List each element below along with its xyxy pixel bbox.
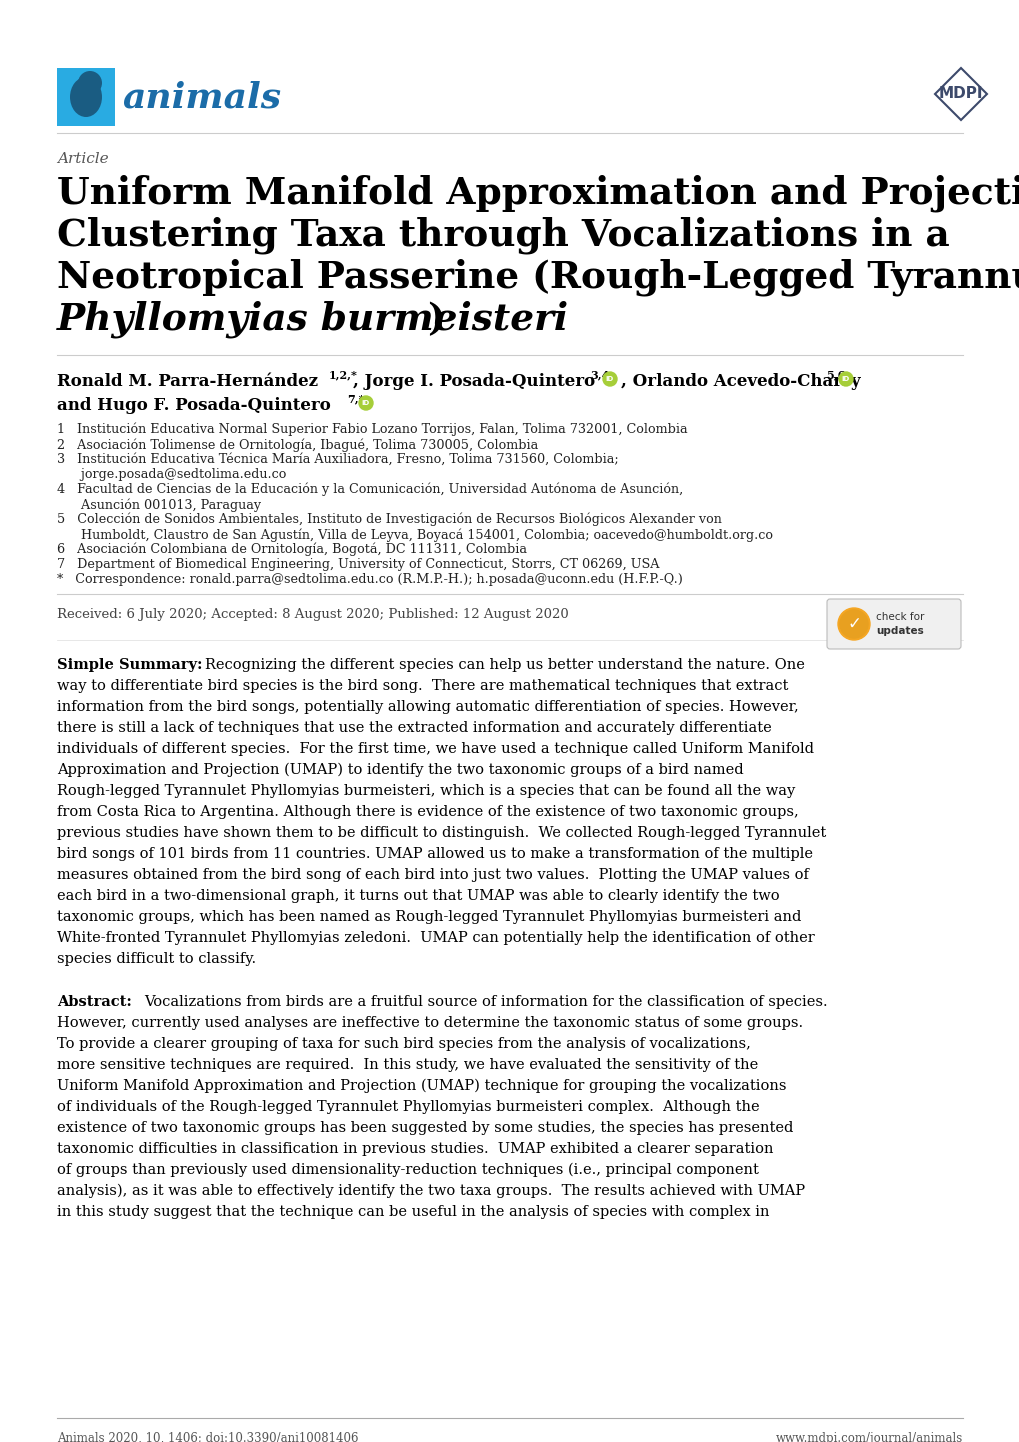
Text: previous studies have shown them to be difficult to distinguish.  We collected R: previous studies have shown them to be d… xyxy=(57,826,825,841)
Text: ): ) xyxy=(427,301,444,337)
Text: Vocalizations from birds are a fruitful source of information for the classifica: Vocalizations from birds are a fruitful … xyxy=(144,995,826,1009)
Text: measures obtained from the bird song of each bird into just two values.  Plottin: measures obtained from the bird song of … xyxy=(57,868,808,883)
Text: However, currently used analyses are ineffective to determine the taxonomic stat: However, currently used analyses are ine… xyxy=(57,1017,802,1030)
Text: Approximation and Projection (UMAP) to identify the two taxonomic groups of a bi: Approximation and Projection (UMAP) to i… xyxy=(57,763,743,777)
Text: 5,6: 5,6 xyxy=(825,369,845,381)
Text: of groups than previously used dimensionality-reduction techniques (i.e., princi: of groups than previously used dimension… xyxy=(57,1164,758,1177)
Text: animals: animals xyxy=(123,79,282,114)
Circle shape xyxy=(838,609,869,640)
Text: 3,4: 3,4 xyxy=(589,369,608,381)
Text: www.mdpi.com/journal/animals: www.mdpi.com/journal/animals xyxy=(775,1432,962,1442)
Ellipse shape xyxy=(70,76,102,117)
Text: 3   Institución Educativa Técnica María Auxiliadora, Fresno, Tolima 731560, Colo: 3 Institución Educativa Técnica María Au… xyxy=(57,453,618,466)
Text: 4   Facultad de Ciencias de la Educación y la Comunicación, Universidad Autónoma: 4 Facultad de Ciencias de la Educación y… xyxy=(57,483,683,496)
Text: existence of two taxonomic groups has been suggested by some studies, the specie: existence of two taxonomic groups has be… xyxy=(57,1120,793,1135)
Text: Neotropical Passerine (Rough-Legged Tyrannulet,: Neotropical Passerine (Rough-Legged Tyra… xyxy=(57,260,1019,297)
Text: Uniform Manifold Approximation and Projection for: Uniform Manifold Approximation and Proje… xyxy=(57,174,1019,212)
Text: 1,2,*: 1,2,* xyxy=(329,369,358,381)
Text: 5   Colección de Sonidos Ambientales, Instituto de Investigación de Recursos Bio: 5 Colección de Sonidos Ambientales, Inst… xyxy=(57,513,721,526)
Text: Article: Article xyxy=(57,151,108,166)
FancyBboxPatch shape xyxy=(826,598,960,649)
Text: more sensitive techniques are required.  In this study, we have evaluated the se: more sensitive techniques are required. … xyxy=(57,1058,757,1071)
Text: Clustering Taxa through Vocalizations in a: Clustering Taxa through Vocalizations in… xyxy=(57,216,949,254)
Text: 7,*: 7,* xyxy=(346,394,364,404)
Text: Phyllomyias burmeisteri: Phyllomyias burmeisteri xyxy=(57,301,569,339)
Text: , Orlando Acevedo-Charry: , Orlando Acevedo-Charry xyxy=(621,373,865,389)
Text: each bird in a two-dimensional graph, it turns out that UMAP was able to clearly: each bird in a two-dimensional graph, it… xyxy=(57,890,779,903)
Text: from Costa Rica to Argentina. Although there is evidence of the existence of two: from Costa Rica to Argentina. Although t… xyxy=(57,805,798,819)
Text: Abstract:: Abstract: xyxy=(57,995,131,1009)
Text: White-fronted Tyrannulet Phyllomyias zeledoni.  UMAP can potentially help the id: White-fronted Tyrannulet Phyllomyias zel… xyxy=(57,932,814,945)
Circle shape xyxy=(840,610,867,637)
Text: taxonomic groups, which has been named as Rough-legged Tyrannulet Phyllomyias bu: taxonomic groups, which has been named a… xyxy=(57,910,801,924)
Text: analysis), as it was able to effectively identify the two taxa groups.  The resu: analysis), as it was able to effectively… xyxy=(57,1184,804,1198)
Text: information from the bird songs, potentially allowing automatic differentiation : information from the bird songs, potenti… xyxy=(57,699,798,714)
Text: 1   Institución Educativa Normal Superior Fabio Lozano Torrijos, Falan, Tolima 7: 1 Institución Educativa Normal Superior … xyxy=(57,423,687,437)
Text: iD: iD xyxy=(362,399,370,407)
Text: 6   Asociación Colombiana de Ornitología, Bogotá, DC 111311, Colombia: 6 Asociación Colombiana de Ornitología, … xyxy=(57,544,527,557)
Circle shape xyxy=(359,397,373,410)
Text: Animals 2020, 10, 1406; doi:10.3390/ani10081406: Animals 2020, 10, 1406; doi:10.3390/ani1… xyxy=(57,1432,358,1442)
Text: Simple Summary:: Simple Summary: xyxy=(57,658,203,672)
Text: there is still a lack of techniques that use the extracted information and accur: there is still a lack of techniques that… xyxy=(57,721,771,735)
Circle shape xyxy=(839,372,852,386)
Text: individuals of different species.  For the first time, we have used a technique : individuals of different species. For th… xyxy=(57,743,813,756)
Text: way to differentiate bird species is the bird song.  There are mathematical tech: way to differentiate bird species is the… xyxy=(57,679,788,694)
Text: Humboldt, Claustro de San Agustín, Villa de Leyva, Boyacá 154001, Colombia; oace: Humboldt, Claustro de San Agustín, Villa… xyxy=(57,528,772,542)
FancyBboxPatch shape xyxy=(57,68,115,125)
Text: Uniform Manifold Approximation and Projection (UMAP) technique for grouping the : Uniform Manifold Approximation and Proje… xyxy=(57,1079,786,1093)
Text: and Hugo F. Posada-Quintero: and Hugo F. Posada-Quintero xyxy=(57,397,336,414)
Text: Received: 6 July 2020; Accepted: 8 August 2020; Published: 12 August 2020: Received: 6 July 2020; Accepted: 8 Augus… xyxy=(57,609,569,622)
Text: Asunción 001013, Paraguay: Asunción 001013, Paraguay xyxy=(57,497,261,512)
Text: Recognizing the different species can help us better understand the nature. One: Recognizing the different species can he… xyxy=(205,658,804,672)
Text: in this study suggest that the technique can be useful in the analysis of specie: in this study suggest that the technique… xyxy=(57,1206,768,1218)
Text: ✓: ✓ xyxy=(846,614,860,633)
Text: , Jorge I. Posada-Quintero: , Jorge I. Posada-Quintero xyxy=(353,373,600,389)
Text: iD: iD xyxy=(841,376,849,382)
Text: *   Correspondence: ronald.parra@sedtolima.edu.co (R.M.P.-H.); h.posada@uconn.ed: * Correspondence: ronald.parra@sedtolima… xyxy=(57,572,682,585)
Text: MDPI: MDPI xyxy=(937,87,982,101)
Text: bird songs of 101 birds from 11 countries. UMAP allowed us to make a transformat: bird songs of 101 birds from 11 countrie… xyxy=(57,846,812,861)
Text: of individuals of the Rough-legged Tyrannulet Phyllomyias burmeisteri complex.  : of individuals of the Rough-legged Tyran… xyxy=(57,1100,759,1115)
Text: taxonomic difficulties in classification in previous studies.  UMAP exhibited a : taxonomic difficulties in classification… xyxy=(57,1142,772,1156)
Text: updates: updates xyxy=(875,626,923,636)
Text: jorge.posada@sedtolima.edu.co: jorge.posada@sedtolima.edu.co xyxy=(57,469,286,482)
Text: 7   Department of Biomedical Engineering, University of Connecticut, Storrs, CT : 7 Department of Biomedical Engineering, … xyxy=(57,558,659,571)
Text: Rough-legged Tyrannulet Phyllomyias burmeisteri, which is a species that can be : Rough-legged Tyrannulet Phyllomyias burm… xyxy=(57,784,795,797)
Text: To provide a clearer grouping of taxa for such bird species from the analysis of: To provide a clearer grouping of taxa fo… xyxy=(57,1037,750,1051)
Text: iD: iD xyxy=(605,376,613,382)
Circle shape xyxy=(602,372,616,386)
Circle shape xyxy=(77,71,102,95)
Text: species difficult to classify.: species difficult to classify. xyxy=(57,952,256,966)
Text: Ronald M. Parra-Hernández: Ronald M. Parra-Hernández xyxy=(57,373,323,389)
Text: 2   Asociación Tolimense de Ornitología, Ibagué, Tolima 730005, Colombia: 2 Asociación Tolimense de Ornitología, I… xyxy=(57,438,538,451)
Text: check for: check for xyxy=(875,611,923,622)
